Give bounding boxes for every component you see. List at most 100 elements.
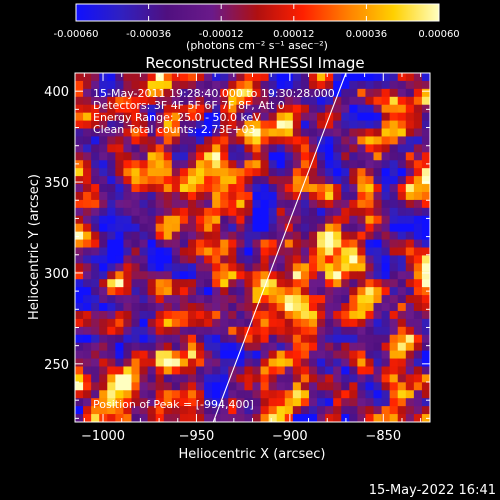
heatmap-cell	[405, 382, 415, 391]
heatmap-cell	[163, 231, 173, 241]
heatmap-cell	[163, 136, 173, 145]
heatmap-cell	[171, 104, 181, 114]
heatmap-cell	[244, 207, 254, 217]
heatmap-cell	[75, 73, 84, 82]
heatmap-cell	[220, 168, 229, 177]
heatmap-cell	[228, 271, 237, 280]
heatmap-cell	[284, 247, 294, 257]
heatmap-cell	[421, 263, 430, 272]
heatmap-cell	[413, 263, 423, 272]
heatmap-cell	[308, 271, 318, 280]
heatmap-cell	[373, 80, 383, 90]
colorbar	[76, 4, 439, 21]
heatmap-cell	[252, 366, 262, 376]
heatmap-cell	[163, 295, 173, 304]
heatmap-cell	[212, 318, 221, 328]
heatmap-cell	[373, 247, 383, 257]
heatmap-cell	[220, 287, 229, 296]
heatmap-cell	[220, 366, 229, 376]
heatmap-cell	[131, 168, 141, 177]
heatmap-cell	[365, 144, 375, 153]
heatmap-cell	[389, 406, 399, 415]
heatmap-cell	[349, 152, 358, 161]
heatmap-cell	[325, 184, 334, 193]
heatmap-cell	[365, 184, 375, 193]
heatmap-cell	[341, 80, 350, 90]
heatmap-cell	[147, 231, 157, 241]
heatmap-cell	[252, 382, 262, 391]
heatmap-cell	[292, 207, 302, 217]
heatmap-cell	[405, 414, 415, 422]
heatmap-cell	[131, 350, 141, 360]
heatmap-cell	[308, 334, 318, 344]
heatmap-cell	[260, 414, 270, 422]
heatmap-cell	[91, 231, 100, 241]
heatmap-cell	[276, 374, 286, 383]
heatmap-cell	[276, 358, 286, 368]
heatmap-cell	[268, 318, 278, 328]
heatmap-cell	[389, 128, 399, 138]
heatmap-cell	[284, 112, 294, 122]
heatmap-cell	[381, 318, 391, 328]
heatmap-cell	[147, 223, 157, 233]
heatmap-cell	[317, 176, 326, 185]
heatmap-cell	[115, 184, 125, 193]
heatmap-cell	[244, 414, 254, 422]
heatmap-cell	[349, 334, 358, 344]
heatmap-cell	[421, 207, 430, 217]
heatmap-cell	[276, 207, 286, 217]
heatmap-cell	[357, 136, 367, 145]
heatmap-cell	[83, 406, 92, 415]
heatmap-cell	[171, 295, 181, 304]
heatmap-cell	[325, 374, 334, 383]
heatmap-cell	[75, 334, 84, 344]
heatmap-cell	[373, 342, 383, 352]
heatmap-cell	[179, 255, 189, 264]
heatmap-cell	[83, 390, 92, 399]
heatmap-cell	[171, 136, 181, 145]
heatmap-cell	[373, 414, 383, 422]
heatmap-cell	[357, 88, 367, 98]
heatmap-cell	[268, 295, 278, 304]
heatmap-cell	[123, 406, 133, 415]
heatmap-cell	[83, 120, 92, 130]
heatmap-cell	[179, 334, 189, 344]
heatmap-cell	[155, 271, 165, 280]
heatmap-cell	[91, 350, 100, 360]
heatmap-cell	[107, 239, 116, 249]
heatmap-cell	[405, 223, 415, 233]
heatmap-cell	[333, 215, 342, 225]
heatmap-cell	[228, 398, 237, 407]
heatmap-cell	[244, 271, 254, 280]
heatmap-cell	[107, 207, 116, 217]
heatmap-cell	[220, 406, 229, 415]
heatmap-cell	[131, 239, 141, 249]
heatmap-cell	[99, 168, 108, 177]
heatmap-cell	[317, 350, 326, 360]
heatmap-cell	[147, 255, 157, 264]
heatmap-cell	[381, 223, 391, 233]
heatmap-cell	[163, 342, 173, 352]
heatmap-cell	[357, 279, 367, 288]
heatmap-cell	[389, 88, 399, 98]
heatmap-cell	[373, 255, 383, 264]
heatmap-cell	[91, 255, 100, 264]
heatmap-cell	[75, 406, 84, 415]
heatmap-cell	[123, 104, 133, 114]
heatmap-cell	[317, 120, 326, 130]
heatmap-cell	[75, 279, 84, 288]
heatmap-cell	[317, 382, 326, 391]
heatmap-cell	[204, 191, 213, 201]
heatmap-cell	[83, 255, 92, 264]
heatmap-cell	[276, 366, 286, 376]
heatmap-cell	[204, 366, 213, 376]
heatmap-cell	[317, 239, 326, 249]
heatmap-cell	[413, 231, 423, 241]
heatmap-cell	[99, 231, 108, 241]
heatmap-cell	[284, 358, 294, 368]
heatmap-cell	[123, 414, 133, 422]
heatmap-cell	[325, 390, 334, 399]
heatmap-cell	[421, 366, 430, 376]
heatmap-cell	[171, 406, 181, 415]
heatmap-cell	[123, 398, 133, 407]
